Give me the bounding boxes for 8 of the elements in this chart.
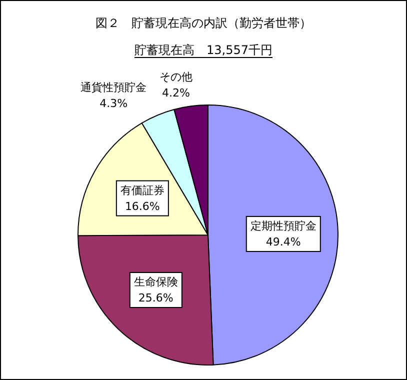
slice-label: 定期性預貯金 xyxy=(250,219,316,232)
data-label: 49.4% xyxy=(266,235,301,248)
data-label: 25.6% xyxy=(138,292,174,305)
chart-title: 図２ 貯蓄現在高の内訳（勤労者世帯） xyxy=(96,16,312,30)
slice-label: 生命保険 xyxy=(134,276,178,289)
slice-label: 有価証券 xyxy=(120,184,164,197)
chart-subtitle: 貯蓄現在高 13,557千円 xyxy=(134,43,272,57)
data-label: 16.6% xyxy=(124,200,160,213)
